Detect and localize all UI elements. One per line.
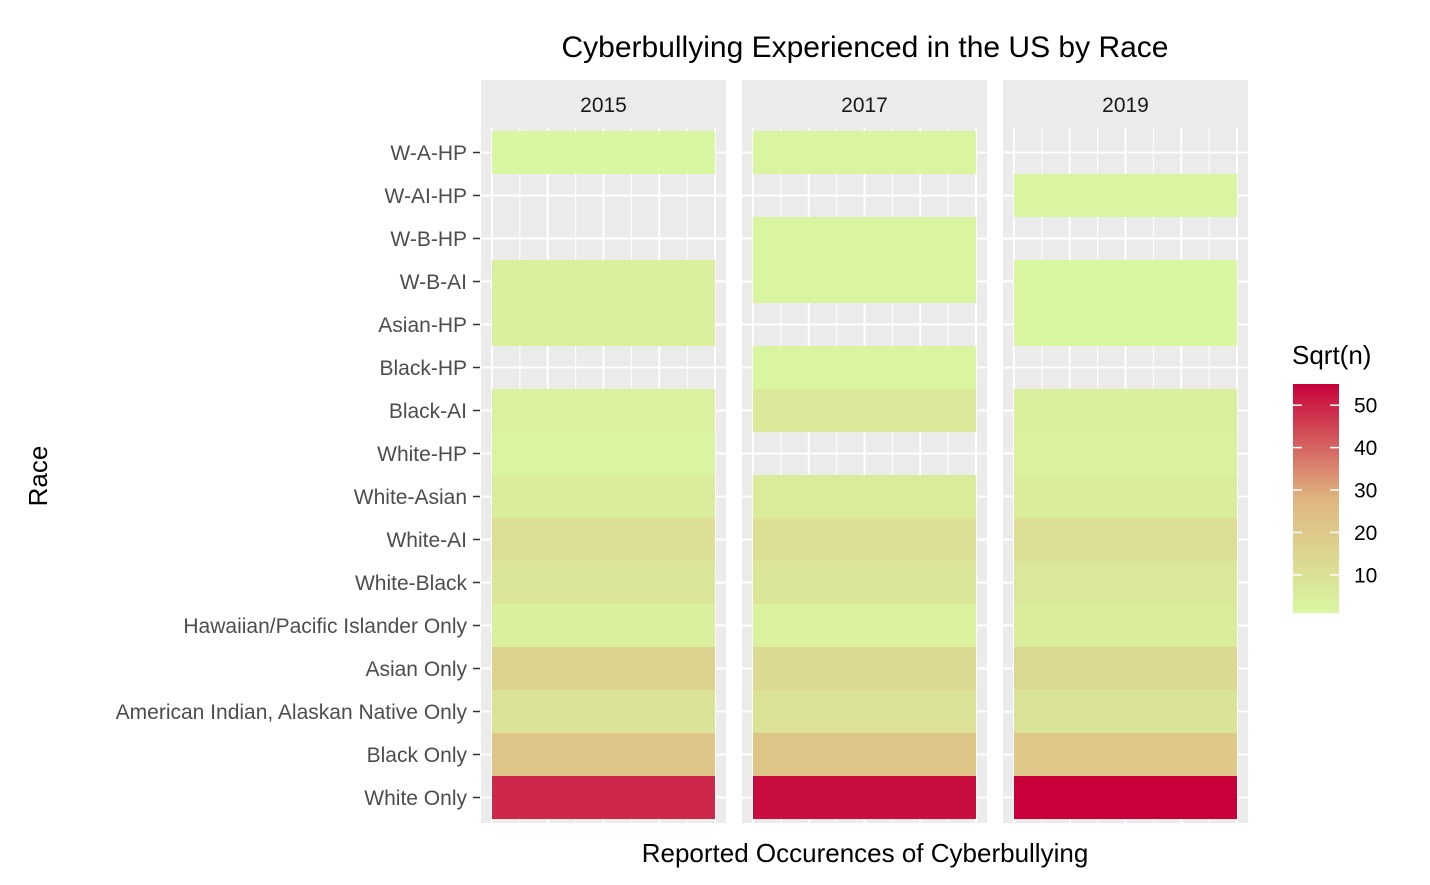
heatmap-cell: [492, 776, 715, 819]
y-tick-label: American Indian, Alaskan Native Only: [116, 701, 468, 724]
chart-title: Cyberbullying Experienced in the US by R…: [562, 31, 1169, 64]
facet-strip-label: 2017: [841, 94, 888, 117]
heatmap-cell: [492, 475, 715, 518]
y-tick-label: White-Asian: [354, 486, 467, 509]
legend-ticks: 10 20 30 40 50: [1293, 395, 1377, 587]
heatmap-cell: [1014, 475, 1237, 518]
heatmap-cell: [753, 733, 976, 776]
y-tick-label: Black-AI: [389, 400, 467, 423]
y-tick-label: W-B-HP: [390, 228, 467, 251]
heatmap-cell: [753, 690, 976, 733]
y-tick-label: White-AI: [386, 529, 467, 552]
heatmap-cell: [753, 518, 976, 561]
facet-strip-bg: [742, 80, 987, 128]
y-tick-label: W-A-HP: [390, 142, 467, 165]
y-axis: W-A-HP W-AI-HP W-B-HP W-B-AI Asian-HP Black-H…: [116, 142, 480, 810]
heatmap-cell: [753, 604, 976, 647]
heatmap-cell: [1014, 733, 1237, 776]
legend-title: Sqrt(n): [1292, 340, 1371, 370]
legend-colorbar: [1293, 384, 1339, 613]
legend-tick-label: 50: [1354, 395, 1377, 418]
heatmap-cell: [1014, 690, 1237, 733]
heatmap-cell: [753, 260, 976, 303]
heatmap-cell: [492, 131, 715, 174]
heatmap-cell: [753, 561, 976, 604]
y-tick-label: Black-HP: [379, 357, 467, 380]
facet-panels: 2015 2017 2019: [481, 80, 1248, 823]
facet-strip-bg: [481, 80, 726, 128]
heatmap-cell: [492, 389, 715, 432]
heatmap-cell: [753, 776, 976, 819]
heatmap-cell: [1014, 260, 1237, 303]
legend-tick-label: 40: [1354, 437, 1377, 460]
facet-panel-2015: 2015: [481, 80, 726, 823]
heatmap-cell: [492, 518, 715, 561]
heatmap-cell: [1014, 303, 1237, 346]
heatmap-cell: [492, 432, 715, 475]
x-axis-title: Reported Occurences of Cyberbullying: [642, 838, 1089, 868]
heatmap-cell: [1014, 389, 1237, 432]
heatmap-cell: [1014, 432, 1237, 475]
heatmap-cell: [753, 131, 976, 174]
y-tick-label: White-Black: [355, 572, 468, 595]
heatmap-cell: [1014, 561, 1237, 604]
heatmap-cell: [492, 647, 715, 690]
heatmap-cell: [1014, 776, 1237, 819]
facet-panel-2019: 2019: [1003, 80, 1248, 823]
heatmap-cell: [753, 217, 976, 260]
heatmap-cell: [1014, 647, 1237, 690]
heatmap-cell: [1014, 518, 1237, 561]
heatmap-cell: [492, 260, 715, 303]
heatmap-cell: [753, 647, 976, 690]
y-tick-label: W-AI-HP: [385, 185, 467, 208]
heatmap-cell: [492, 733, 715, 776]
y-axis-title: Race: [23, 446, 53, 507]
y-tick-label: White Only: [364, 787, 467, 810]
heatmap-cell: [492, 561, 715, 604]
color-legend: Sqrt(n) 10 20 30 40 50: [1292, 340, 1377, 613]
y-tick-label: Asian Only: [365, 658, 467, 681]
facet-panel-2017: 2017: [742, 80, 987, 823]
facet-strip-label: 2015: [580, 94, 627, 117]
heatmap-cell: [492, 604, 715, 647]
facet-strip-bg: [1003, 80, 1248, 128]
y-tick-label: Asian-HP: [378, 314, 467, 337]
heatmap-cell: [492, 690, 715, 733]
y-tick-label: Black Only: [367, 744, 468, 767]
heatmap-cell: [753, 346, 976, 389]
legend-tick-label: 20: [1354, 522, 1377, 545]
legend-tick-label: 10: [1354, 564, 1377, 587]
heatmap-cell: [1014, 604, 1237, 647]
y-tick-label: Hawaiian/Pacific Islander Only: [183, 615, 467, 638]
heatmap-cell: [492, 303, 715, 346]
heatmap-cell: [753, 389, 976, 432]
heatmap-cell: [753, 475, 976, 518]
y-tick-label: W-B-AI: [400, 271, 467, 294]
heatmap-cell: [1014, 174, 1237, 217]
y-tick-label: White-HP: [377, 443, 467, 466]
legend-tick-label: 30: [1354, 480, 1377, 503]
facet-strip-label: 2019: [1102, 94, 1149, 117]
